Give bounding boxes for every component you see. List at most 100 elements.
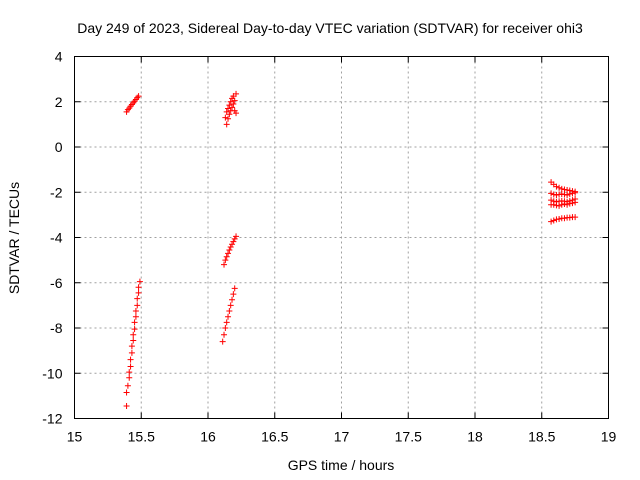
data-point [225,115,232,122]
y-axis-label: SDTVAR / TECUs [6,182,22,294]
series-arc-15.4-lower [123,278,143,410]
data-point [569,190,576,197]
data-point [564,201,571,208]
data-point [556,184,563,191]
data-point [126,374,133,381]
data-point [222,114,229,121]
data-point [222,257,229,264]
y-tick-label: -8 [50,320,63,336]
data-points [123,90,579,410]
data-point [132,308,139,315]
data-point [135,289,142,296]
data-point [558,201,565,208]
x-tick-label: 15.5 [128,429,155,445]
data-point [561,201,568,208]
series-arc-16.1-middle [221,233,240,268]
series-arc-18.6-band-a [548,189,579,198]
data-point [134,295,141,302]
data-point [221,261,228,268]
x-axis-label: GPS time / hours [288,457,395,473]
data-point [233,110,240,117]
data-point [226,111,233,118]
x-tick-label: 18.5 [528,429,555,445]
series-arc-15.4-upper [123,93,142,115]
data-point [231,97,238,104]
y-tick-label: 4 [55,49,63,65]
series-arc-18.6-bottom [548,214,579,225]
data-point [548,190,555,197]
data-point [223,253,230,260]
data-point [226,308,233,315]
data-point [128,343,135,350]
data-point [556,215,563,222]
data-point [558,185,565,192]
data-point [564,191,571,198]
data-point [127,363,134,370]
data-point [230,101,237,108]
data-point [123,389,130,396]
data-point [126,369,133,376]
data-point [131,326,138,333]
data-point [124,382,131,389]
data-point [572,214,579,221]
data-point [227,244,234,251]
series-arc-16.1-upper [222,90,240,128]
data-point [223,121,230,128]
data-point [556,202,563,209]
series-arc-16.1-lower [219,285,238,345]
data-point [229,296,236,303]
grid-lines [74,56,609,419]
data-point [553,183,560,190]
y-tick-label: -12 [42,411,62,427]
data-point [132,313,139,320]
data-point [225,250,232,257]
data-point [230,291,237,298]
data-point [550,201,557,208]
data-point [229,241,236,248]
data-point [572,199,579,206]
data-point [222,325,229,331]
data-point [231,285,238,292]
data-point [569,200,576,207]
y-tick-label: -6 [50,275,63,291]
data-point [130,99,137,106]
data-point [221,331,228,338]
axis-ticks [74,56,609,419]
y-tick-label: 0 [55,139,63,155]
data-point [128,349,135,356]
data-point [219,338,226,345]
data-point [229,104,236,111]
data-point [227,302,234,309]
data-point [561,215,568,222]
x-tick-label: 16 [200,429,216,445]
data-point [135,284,142,291]
data-point [226,246,233,253]
x-tick-label: 18 [467,429,483,445]
data-point [127,356,134,363]
data-point [233,90,240,97]
y-tick-label: -10 [42,365,62,381]
y-tick-label: -4 [50,230,63,246]
data-point [130,331,137,338]
data-point [230,238,237,245]
data-point [134,302,141,309]
data-point [130,337,137,344]
x-tick-label: 17 [334,429,350,445]
data-point [550,217,557,224]
x-tick-label: 15 [67,429,83,445]
data-point [548,218,555,225]
x-tick-label: 17.5 [395,429,422,445]
x-tick-label: 16.5 [261,429,288,445]
y-tick-label: 2 [55,94,63,110]
data-point [566,191,573,198]
y-tick-label: -2 [50,184,63,200]
data-point [123,403,130,410]
series-arc-18.6-band-c [548,199,579,209]
y-tick-labels: -12 -10 -8 -6 -4 -2 0 2 4 [42,49,62,427]
data-point [572,189,579,196]
data-point [223,319,230,326]
data-point [131,319,138,326]
data-point [233,233,240,240]
chart-title: Day 249 of 2023, Sidereal Day-to-day VTE… [77,20,583,36]
